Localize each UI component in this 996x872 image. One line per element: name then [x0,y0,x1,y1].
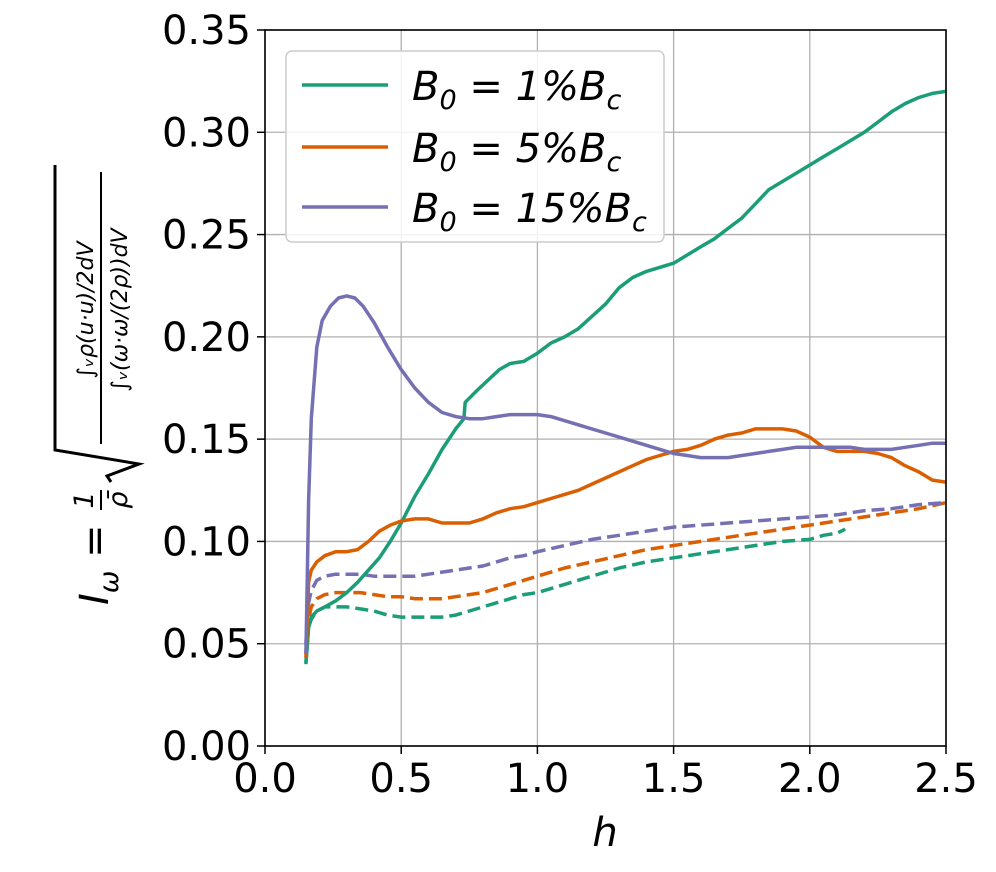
series-line-solid-2 [304,294,946,654]
legend-label-3: B0 = 15%Bc [412,186,647,238]
series-line-dashed-5 [304,500,946,644]
plot-frame [264,29,947,747]
x-tick-label-4: 2.0 [778,756,842,802]
y-label-root-den: ∫ᵥ(ω·ω/(2ρ))dV [108,226,133,391]
x-tick-label-1: 0.5 [369,756,433,802]
x-tick-label-2: 1.0 [506,756,570,802]
y-tick-label-4: 0.20 [162,315,251,361]
series-line-solid-0 [304,89,946,663]
y-label-sqrt-sign [53,165,145,483]
y-label-frac-num: 1 [69,491,100,508]
legend-entry-1: B0 = 1%Bc [302,64,621,116]
legend-entry-2: B0 = 5%Bc [302,126,621,178]
legend-entry-3: B0 = 15%Bc [302,186,647,238]
x-tick-label-3: 1.5 [642,756,706,802]
y-tick-label-2: 0.10 [162,519,251,565]
y-tick-label-7: 0.35 [162,8,251,54]
series-line-dashed-3 [304,527,846,665]
series-line-dashed-4 [304,500,946,655]
legend: B0 = 1%Bc B0 = 5%Bc B0 = 15%Bc [285,50,665,243]
tick-layer: 0.0 0.5 1.0 1.5 2.0 2.5 0.00 0.05 0.10 0.15 0.20 0.… [162,8,978,802]
legend-label-1: B0 = 1%Bc [412,64,621,116]
legend-label-2: B0 = 5%Bc [412,126,621,178]
series-layer [304,89,946,665]
y-axis-label: Iω = 1 ρ̄ ∫ᵥρ(u·u)/2dV ∫ᵥ(ω·ω/(2ρ))dV [53,165,145,605]
y-label-frac-den: ρ̄ [103,489,134,508]
y-label-root-num: ∫ᵥρ(u·u)/2dV [74,240,99,379]
x-axis-label: h [592,810,617,856]
y-tick-label-6: 0.30 [162,110,251,156]
series-line-solid-1 [304,427,946,659]
x-tick-label-0: 0.0 [233,756,297,802]
y-tick-label-0: 0.00 [162,724,251,770]
y-tick-label-1: 0.05 [162,622,251,668]
legend-box [285,50,665,243]
y-tick-label-3: 0.15 [162,417,251,463]
y-tick-label-5: 0.25 [162,213,251,259]
y-label-lhs: Iω = [72,524,125,605]
x-tick-label-5: 2.5 [914,756,978,802]
